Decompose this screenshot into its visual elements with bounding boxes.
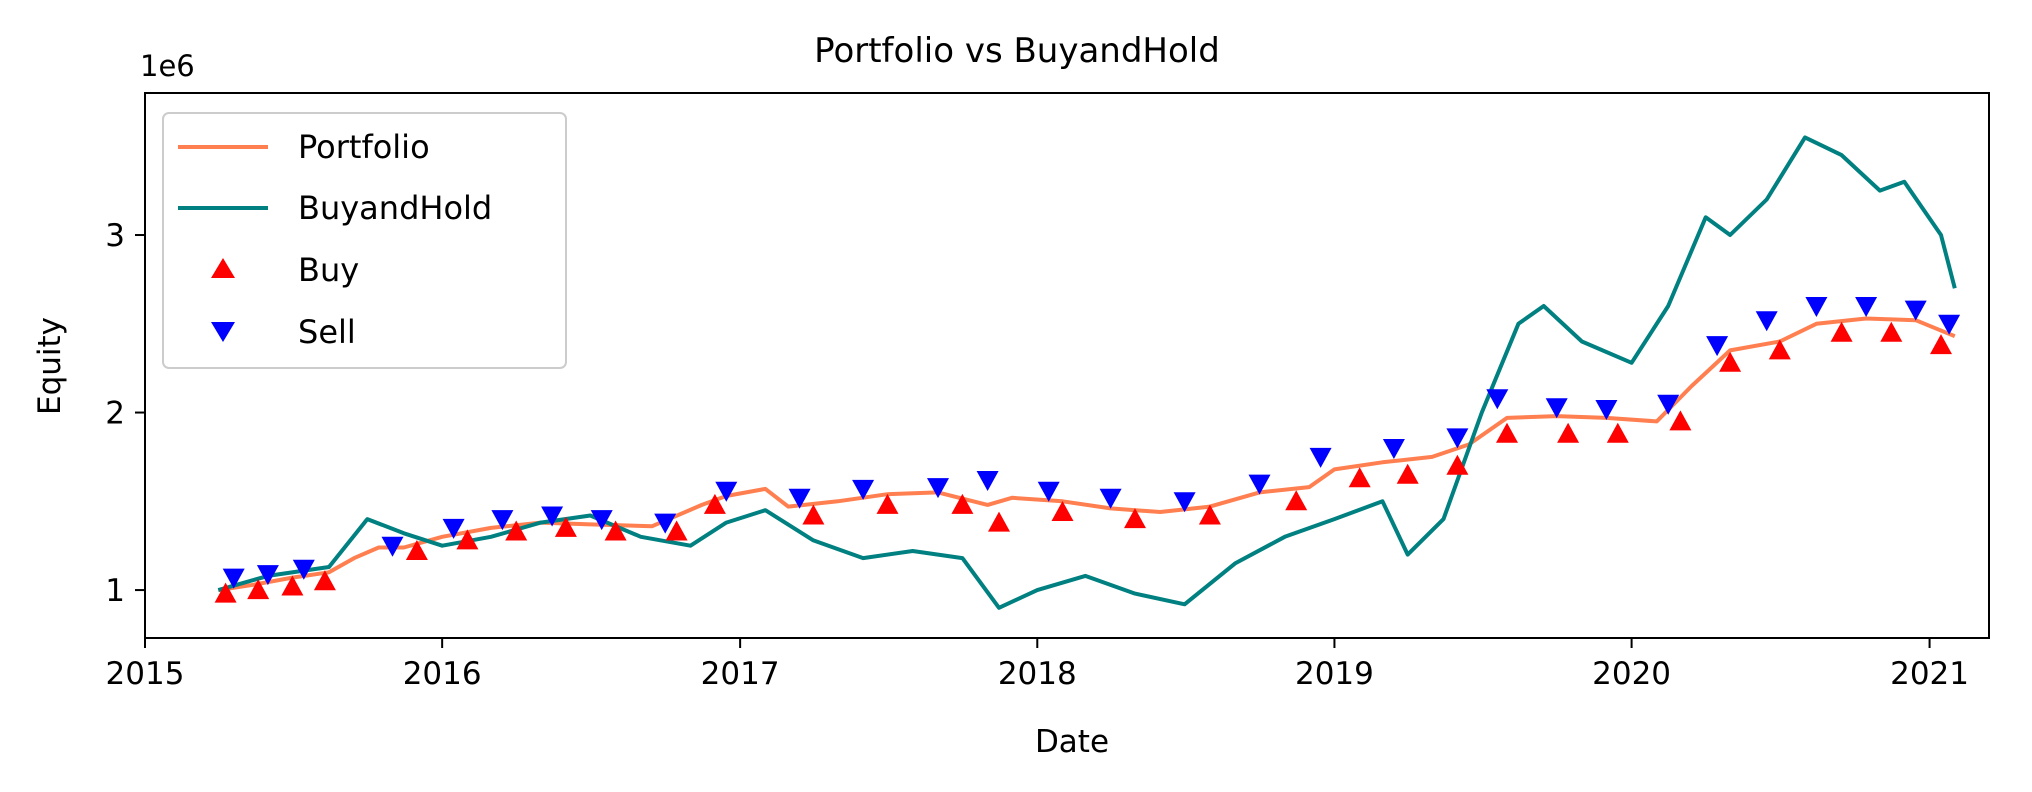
sell-marker <box>1904 300 1927 321</box>
buy-marker <box>505 520 528 541</box>
x-tick-label: 2020 <box>1592 656 1671 692</box>
buy-marker <box>405 540 428 560</box>
sell-marker <box>1855 297 1878 317</box>
sell-marker <box>1755 311 1778 332</box>
x-axis-label: Date <box>1035 724 1109 760</box>
buy-marker <box>1124 508 1146 529</box>
buy-marker <box>1557 422 1580 443</box>
sell-marker <box>292 559 315 580</box>
buy-marker <box>554 516 577 537</box>
sell-marker <box>852 479 875 500</box>
legend-label-buy: Buy <box>298 251 359 289</box>
sell-marker <box>715 481 738 502</box>
buy-marker <box>665 520 688 541</box>
chart-title: Portfolio vs BuyandHold <box>814 31 1220 71</box>
sell-marker <box>1657 394 1680 415</box>
buy-marker <box>1348 467 1371 488</box>
legend-marker-sell <box>211 322 235 342</box>
sell-marker <box>1486 389 1509 410</box>
sell-marker <box>1037 481 1060 502</box>
legend-label-buyandhold: BuyandHold <box>298 189 492 227</box>
buy-marker <box>1930 334 1952 355</box>
sell-marker <box>654 513 677 534</box>
plot-area <box>214 135 1961 610</box>
series-line-buyandhold <box>217 135 1957 610</box>
buy-marker <box>1396 463 1419 484</box>
sell-marker <box>541 506 564 527</box>
y-tick-label: 1 <box>105 573 125 609</box>
sell-marker <box>222 568 245 589</box>
buy-marker <box>1606 422 1629 443</box>
buy-marker <box>951 493 974 514</box>
sell-marker <box>1805 297 1828 317</box>
series-line-portfolio <box>218 316 1956 593</box>
axes: 2015 2016 2017 2018 2019 2020 2021 1 2 3 <box>105 218 1969 692</box>
buy-marker <box>1051 501 1074 521</box>
buy-marker <box>1285 490 1308 511</box>
buy-marker <box>281 575 304 596</box>
sell-marker <box>1595 400 1618 420</box>
buy-marker <box>247 579 270 600</box>
buy-marker <box>1669 410 1692 431</box>
buy-marker <box>876 493 899 514</box>
y-axis-label: Equity <box>32 317 68 415</box>
legend-label-sell: Sell <box>298 313 356 351</box>
legend-label-portfolio: Portfolio <box>298 128 430 166</box>
x-tick-label: 2016 <box>403 656 482 692</box>
sell-marker <box>1545 398 1568 419</box>
buy-marker <box>1880 321 1903 342</box>
y-tick-label: 3 <box>105 218 125 254</box>
buy-marker <box>456 529 479 550</box>
legend-marker-buy <box>211 258 235 278</box>
sell-marker <box>1099 488 1122 509</box>
x-tick-label: 2021 <box>1890 656 1969 692</box>
buy-marker <box>802 504 825 525</box>
x-tick-label: 2018 <box>998 656 1077 692</box>
buy-marker <box>1719 351 1742 372</box>
buy-marker <box>1496 422 1518 443</box>
y-tick-label: 2 <box>105 396 125 432</box>
buy-marker <box>1768 339 1791 360</box>
x-tick-label: 2019 <box>1295 656 1374 692</box>
buy-marker <box>988 511 1010 532</box>
sell-marker <box>1248 474 1271 495</box>
sell-marker <box>1446 428 1469 449</box>
buy-marker <box>1446 454 1469 475</box>
sell-marker <box>1173 492 1196 513</box>
plot-frame <box>144 92 1990 639</box>
buy-marker <box>1830 321 1853 342</box>
sell-marker <box>788 488 811 509</box>
buy-marker <box>1198 504 1221 525</box>
buy-marker <box>313 570 336 591</box>
x-tick-label: 2015 <box>106 656 185 692</box>
sell-marker <box>1706 336 1729 357</box>
sell-marker <box>927 478 949 499</box>
sell-marker <box>976 471 999 491</box>
sell-marker <box>256 565 279 586</box>
legend-frame <box>162 112 567 369</box>
sell-marker <box>1382 439 1405 459</box>
x-tick-label: 2017 <box>701 656 780 692</box>
sell-marker <box>590 510 613 531</box>
sell-marker <box>381 536 404 557</box>
y-scale-label: 1e6 <box>140 49 195 83</box>
sell-marker <box>491 510 514 531</box>
buy-marker <box>604 520 627 541</box>
buy-marker <box>703 493 726 514</box>
sell-marker <box>1938 314 1961 335</box>
legend: Portfolio BuyandHold Buy Sell <box>162 112 567 369</box>
sell-marker <box>1309 447 1332 468</box>
sell-marker <box>442 518 465 539</box>
buy-marker <box>214 582 237 603</box>
